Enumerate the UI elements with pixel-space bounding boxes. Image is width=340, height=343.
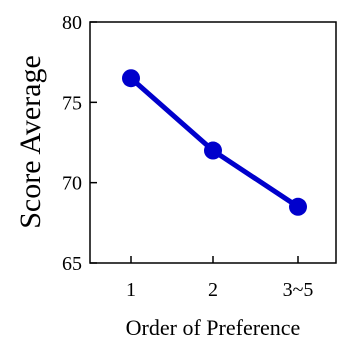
- y-axis-ticks: 65 70 75 80: [62, 12, 97, 275]
- y-axis-title: Score Average: [14, 55, 47, 229]
- y-tick-label: 75: [62, 92, 82, 114]
- y-tick-label: 70: [62, 173, 82, 195]
- data-point: [122, 69, 140, 88]
- series-group: [122, 69, 307, 216]
- x-axis-ticks: 1 2 3~5: [126, 256, 313, 301]
- data-point: [289, 197, 307, 216]
- y-tick-label: 65: [62, 253, 82, 275]
- x-tick-label: 2: [208, 279, 218, 301]
- x-tick-label: 1: [126, 279, 136, 301]
- y-tick-label: 80: [62, 12, 82, 34]
- x-axis-title: Order of Preference: [126, 315, 301, 340]
- data-point: [204, 141, 222, 160]
- x-tick-label: 3~5: [283, 279, 314, 301]
